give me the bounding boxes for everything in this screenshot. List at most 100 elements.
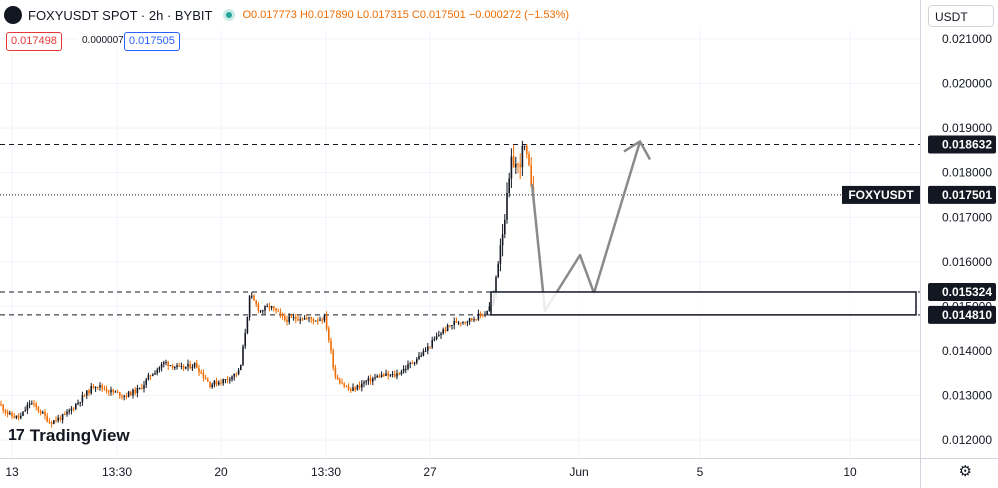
- time-axis: 13 13:30 20 13:30 27 Jun 5 10: [0, 458, 998, 479]
- ask-price-button[interactable]: 0.017505: [124, 32, 180, 51]
- time-tick-label: Jun: [569, 465, 588, 479]
- candle-body: [398, 373, 400, 375]
- candle-body: [136, 387, 139, 394]
- candle-body: [50, 422, 53, 424]
- candle-body: [457, 322, 460, 324]
- candle-body: [28, 403, 31, 405]
- candle-body: [356, 385, 359, 390]
- candle-body: [240, 364, 242, 371]
- candle-body: [152, 374, 154, 376]
- price-tick-label: 0.018000: [942, 166, 992, 180]
- candle-body: [279, 311, 282, 315]
- open-value: O0.017773: [242, 9, 297, 21]
- candle-body: [323, 315, 326, 321]
- candle-body: [255, 300, 257, 305]
- candle-body: [413, 362, 416, 364]
- symbol-logo-icon[interactable]: [4, 6, 22, 24]
- level-price-tag: [928, 305, 996, 324]
- candle-body: [453, 320, 455, 326]
- spread-value: 0.000007: [78, 32, 128, 49]
- candle-body: [528, 153, 530, 166]
- last-price-symbol-tag: [842, 185, 920, 204]
- candle-body: [94, 386, 97, 388]
- candle-body: [387, 373, 389, 376]
- candle-body: [182, 365, 185, 369]
- candle-body: [402, 368, 405, 372]
- candle-body: [405, 368, 407, 370]
- candle-body: [169, 365, 172, 367]
- settings-gear-icon[interactable]: ⚙: [958, 463, 972, 480]
- candle-body: [308, 317, 310, 319]
- candle-body: [262, 310, 264, 312]
- candle-body: [506, 193, 508, 220]
- price-tick-label: 0.017000: [942, 210, 992, 224]
- candle-body: [209, 381, 211, 388]
- candle-body: [484, 314, 486, 316]
- candle-body: [244, 332, 246, 347]
- candle-body: [468, 318, 471, 322]
- candle-body: [83, 395, 86, 397]
- candle-body: [288, 316, 290, 322]
- last-price-symbol: FOXYUSDT: [848, 188, 914, 202]
- currency-selector[interactable]: USDT: [928, 5, 994, 27]
- candle-body: [530, 165, 532, 187]
- candle-body: [55, 420, 57, 422]
- logo-text: TradingView: [29, 426, 130, 445]
- candle-body: [378, 375, 381, 378]
- ohlc-readout: O0.017773 H0.017890 L0.017315 C0.017501 …: [242, 9, 569, 21]
- candle-body: [486, 311, 488, 315]
- tradingview-logo[interactable]: 17 TradingView: [8, 426, 130, 446]
- candle-body: [174, 367, 176, 369]
- candle-body: [435, 336, 438, 339]
- price-tick-label: 0.013000: [942, 389, 992, 403]
- candle-body: [200, 372, 202, 374]
- low-value: L0.017315: [356, 9, 409, 21]
- candle-body: [90, 386, 92, 394]
- candle-body: [125, 395, 128, 397]
- time-tick-label: 5: [697, 465, 704, 479]
- candle-body: [145, 379, 147, 385]
- candle-body: [515, 163, 517, 168]
- candle-body: [409, 363, 411, 365]
- candle-body: [61, 414, 64, 420]
- candle-body: [497, 263, 499, 278]
- candle-body: [303, 318, 306, 320]
- candle-body: [176, 365, 178, 368]
- candle-body: [444, 329, 447, 332]
- candle-body: [110, 389, 112, 393]
- candle-body: [266, 306, 268, 308]
- candle-body: [229, 379, 231, 381]
- candle-body: [519, 164, 521, 168]
- candle-body: [270, 306, 273, 308]
- candle-body: [196, 363, 198, 369]
- candle-body: [396, 373, 398, 377]
- candle-body: [317, 320, 319, 322]
- candle-body: [237, 370, 240, 375]
- candle-body: [512, 156, 515, 168]
- bid-price-button[interactable]: 0.017498: [6, 32, 62, 51]
- candle-body: [471, 318, 473, 320]
- candle-body: [235, 373, 238, 375]
- level-price-tag: [928, 135, 996, 154]
- candle-body: [99, 385, 101, 388]
- candle-body: [35, 403, 37, 408]
- last-price-value: 0.017501: [942, 188, 992, 202]
- candle-body: [222, 379, 224, 384]
- candle-body: [460, 322, 462, 324]
- tradingview-logo-icon: 17: [8, 427, 25, 444]
- candle-body: [53, 420, 55, 424]
- candle-body: [97, 386, 99, 388]
- candle-body: [319, 319, 321, 321]
- candle-body: [394, 374, 396, 377]
- symbol-title[interactable]: FOXYUSDT SPOT · 2h · BYBIT: [28, 7, 213, 23]
- time-tick-label: 20: [214, 465, 228, 479]
- candle-body: [180, 365, 183, 367]
- time-tick-label: 13: [5, 465, 19, 479]
- candle-body: [248, 296, 251, 317]
- candle-body: [64, 414, 66, 416]
- candle-body: [358, 385, 361, 388]
- candle-body: [57, 417, 59, 421]
- candle-body: [17, 415, 20, 418]
- candle-body: [220, 382, 222, 384]
